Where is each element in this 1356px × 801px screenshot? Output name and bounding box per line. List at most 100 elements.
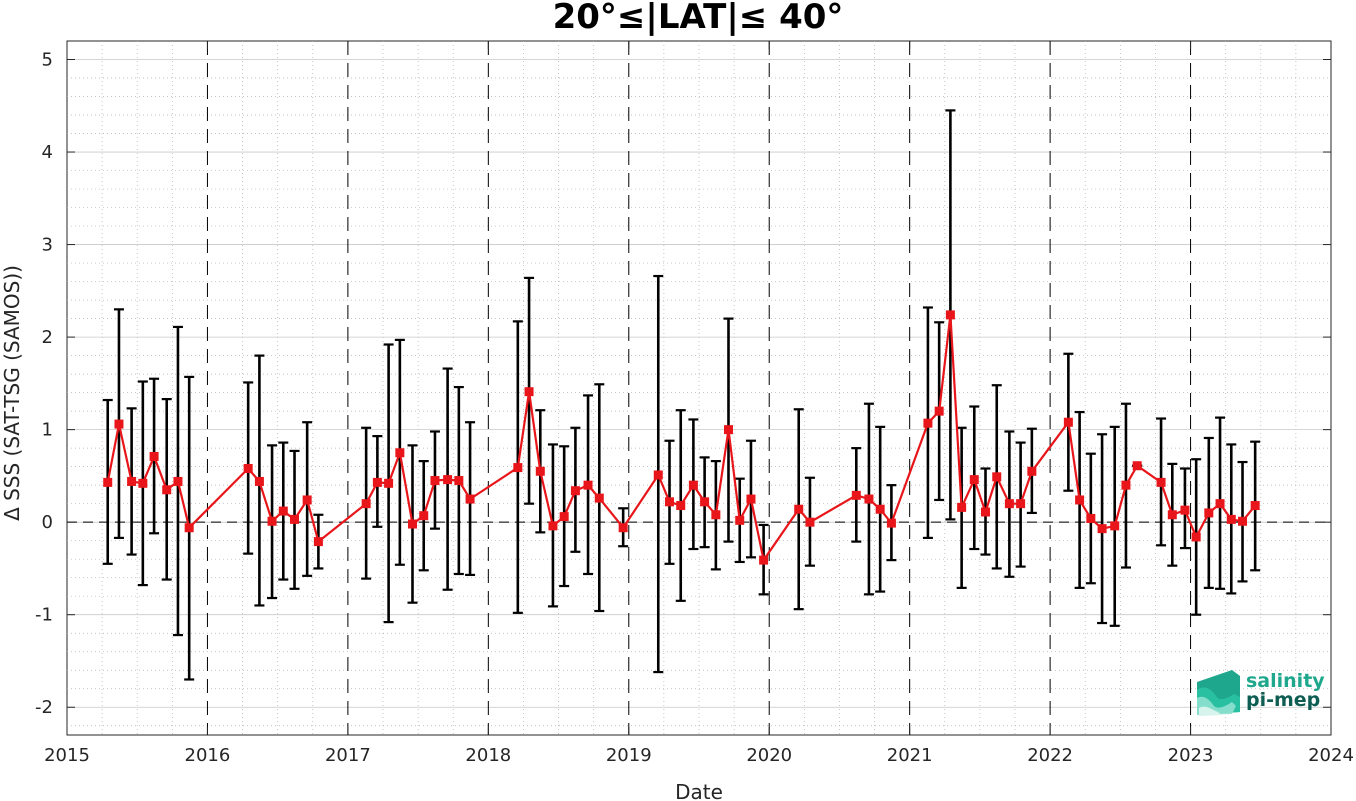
x-tick-label: 2018 bbox=[465, 745, 511, 766]
data-point bbox=[1238, 516, 1248, 526]
data-point bbox=[1063, 417, 1073, 427]
data-point bbox=[1016, 499, 1026, 509]
data-point bbox=[981, 507, 991, 517]
y-tick-label: 5 bbox=[42, 50, 53, 71]
data-point bbox=[746, 494, 756, 504]
tick-marks bbox=[66, 41, 1332, 735]
data-point bbox=[1132, 461, 1142, 471]
data-point bbox=[735, 515, 745, 525]
x-axis-label: Date bbox=[675, 780, 723, 801]
axes-box bbox=[66, 40, 1332, 736]
year-separators bbox=[206, 41, 1192, 735]
data-point bbox=[700, 497, 710, 507]
data-point bbox=[805, 517, 815, 527]
data-point bbox=[513, 463, 523, 473]
data-point bbox=[1110, 521, 1120, 531]
x-tick-label: 2023 bbox=[1168, 745, 1214, 766]
data-point bbox=[302, 495, 312, 505]
data-point bbox=[184, 523, 194, 533]
data-point bbox=[243, 464, 253, 474]
data-point bbox=[290, 514, 300, 524]
data-point bbox=[665, 497, 675, 507]
y-tick-label: 1 bbox=[42, 420, 53, 441]
data-point bbox=[1004, 499, 1014, 509]
salinity-pimep-logo: salinity pi-mep bbox=[1197, 670, 1325, 716]
data-point bbox=[570, 486, 580, 496]
data-point bbox=[443, 475, 453, 485]
x-tick-label: 2016 bbox=[185, 745, 231, 766]
series-line bbox=[106, 314, 1257, 563]
data-point bbox=[407, 519, 417, 529]
x-tick-label: 2021 bbox=[887, 745, 933, 766]
data-point bbox=[957, 502, 967, 512]
data-point bbox=[1075, 495, 1085, 505]
data-point bbox=[1121, 480, 1131, 490]
data-point bbox=[1086, 513, 1096, 523]
x-tick-label: 2022 bbox=[1027, 745, 1073, 766]
data-point bbox=[395, 448, 405, 458]
data-point bbox=[711, 510, 721, 520]
data-point bbox=[1191, 532, 1201, 542]
y-tick-label: 0 bbox=[42, 512, 53, 533]
minor-grid bbox=[67, 41, 1331, 735]
data-point bbox=[372, 477, 382, 487]
data-point bbox=[361, 499, 371, 509]
data-point bbox=[1097, 524, 1107, 534]
data-point bbox=[430, 476, 440, 486]
data-point bbox=[559, 512, 569, 522]
y-axis-label: Δ SSS (SAT-TSG (SAMOS)) bbox=[0, 265, 24, 521]
data-point bbox=[1156, 477, 1166, 487]
data-point bbox=[465, 494, 475, 504]
data-point bbox=[969, 475, 979, 485]
data-point bbox=[1215, 499, 1225, 509]
data-point bbox=[875, 504, 885, 514]
x-tick-label: 2020 bbox=[746, 745, 792, 766]
data-point bbox=[103, 477, 113, 487]
y-tick-labels: 5 4 3 2 1 0 -1 -2 bbox=[35, 50, 53, 719]
logo-line1: salinity bbox=[1246, 670, 1325, 692]
data-point bbox=[653, 470, 663, 480]
data-point bbox=[419, 511, 429, 521]
data-point bbox=[1226, 514, 1236, 524]
logo-line2: pi-mep bbox=[1246, 689, 1320, 711]
data-point bbox=[1180, 505, 1190, 515]
data-point bbox=[162, 485, 172, 495]
data-point bbox=[114, 419, 124, 429]
data-point bbox=[254, 476, 264, 486]
data-point bbox=[1167, 510, 1177, 520]
major-grid bbox=[67, 59, 1331, 708]
data-point bbox=[886, 518, 896, 528]
y-tick-label: 4 bbox=[42, 142, 53, 163]
data-point bbox=[278, 506, 288, 516]
y-tick-label: -2 bbox=[35, 697, 53, 718]
data-point bbox=[992, 472, 1002, 482]
data-point bbox=[934, 406, 944, 416]
data-point bbox=[618, 523, 628, 533]
x-tick-label: 2015 bbox=[44, 745, 90, 766]
data-point bbox=[864, 494, 874, 504]
y-tick-label: 2 bbox=[42, 327, 53, 348]
data-point bbox=[384, 478, 394, 488]
data-point bbox=[723, 425, 733, 435]
data-point bbox=[267, 516, 277, 526]
x-tick-label: 2019 bbox=[606, 745, 652, 766]
x-tick-labels: 2015 2016 2017 2018 2019 2020 2021 2022 2023 2024 bbox=[44, 745, 1354, 766]
data-point bbox=[524, 387, 534, 397]
series-markers bbox=[103, 310, 1260, 565]
data-point bbox=[688, 480, 698, 490]
chart-title: 20°≤|LAT|≤ 40° bbox=[553, 0, 844, 37]
data-point bbox=[149, 451, 159, 461]
data-point bbox=[923, 418, 933, 428]
y-tick-label: -1 bbox=[35, 605, 53, 626]
data-point bbox=[535, 466, 545, 476]
data-point bbox=[313, 537, 323, 547]
data-point bbox=[173, 476, 183, 486]
data-point bbox=[594, 493, 604, 503]
data-point bbox=[1027, 466, 1037, 476]
x-tick-label: 2024 bbox=[1308, 745, 1354, 766]
data-point bbox=[548, 521, 558, 531]
data-point bbox=[583, 480, 593, 490]
y-tick-label: 3 bbox=[42, 235, 53, 256]
data-point bbox=[138, 478, 148, 488]
wave-logo-icon bbox=[1197, 670, 1240, 716]
